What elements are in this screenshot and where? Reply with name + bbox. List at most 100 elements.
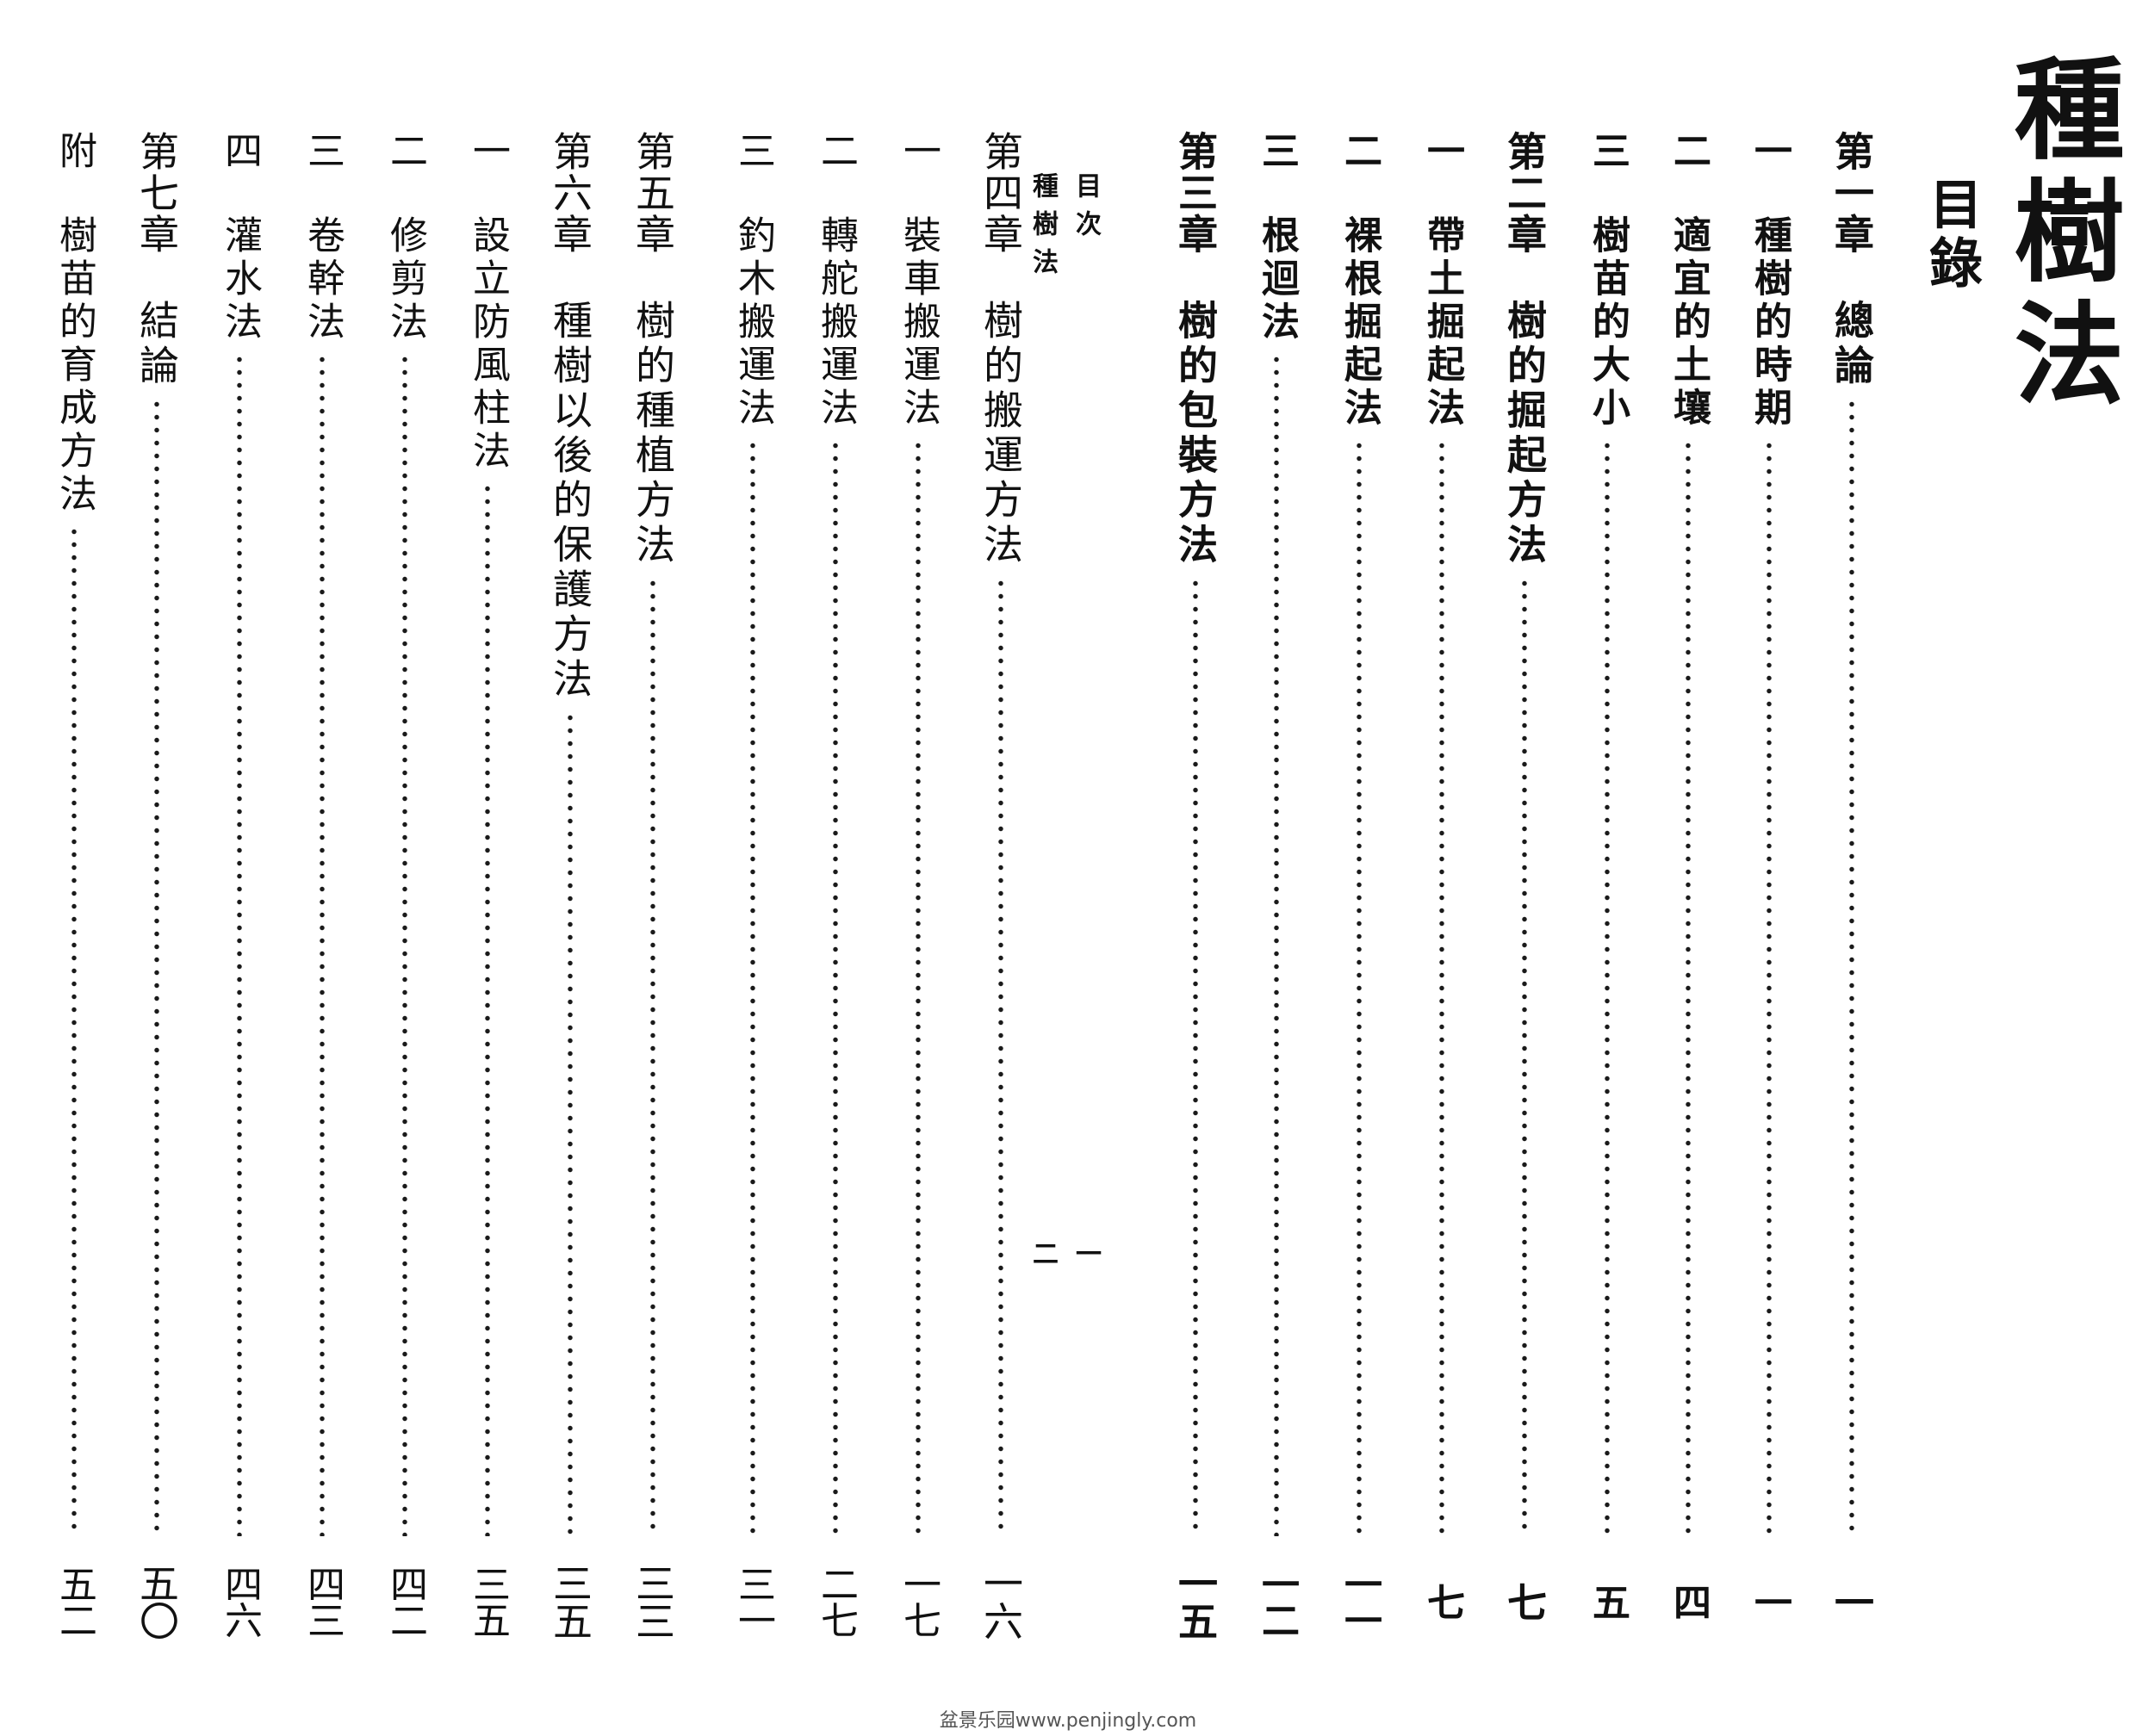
entry-title: 種樹的時期 (1748, 215, 1791, 431)
entry-page-number: 三五 (547, 1563, 593, 1639)
entry-line: 三釣木搬運法 (725, 131, 780, 1541)
entry-page-number: 一一 (1338, 1565, 1382, 1637)
entry-title: 樹的種植方法 (630, 300, 676, 568)
toc-heading: 目錄 (1920, 177, 1983, 294)
toc-entry: 第五章 樹的種植方法三三 (625, 131, 680, 1648)
entry-page-number: 一 (1748, 1583, 1791, 1619)
entry-title: 總論 (1829, 300, 1875, 389)
bleed-through-heading: 目次 (1071, 172, 1101, 248)
entry-page-number: 二七 (814, 1565, 858, 1637)
dot-leader (543, 711, 598, 1536)
entry-line: 二裸根掘起法 (1332, 131, 1387, 1541)
entry-number: 二 (383, 131, 427, 170)
entry-title: 樹的包裝方法 (1172, 300, 1219, 568)
entry-title: 轉舵搬運法 (814, 215, 858, 431)
entry-line: 第七章 結論 (129, 131, 184, 1541)
dot-leader (1742, 439, 1797, 1536)
entry-number: 附 (53, 131, 96, 170)
entry-spacer (808, 170, 863, 215)
entry-title: 根迴法 (1255, 215, 1299, 344)
entry-spacer (1824, 255, 1879, 300)
toc-entry: 三樹苗的大小五 (1580, 131, 1635, 1648)
entry-line: 附樹苗的育成方法 (47, 131, 102, 1541)
entry-page-number: 一 (1829, 1582, 1875, 1620)
toc-entry: 一裝車搬運法 一七 (891, 131, 946, 1648)
watermark: 盆景乐园www.penjingly.com (939, 1710, 1197, 1732)
entry-line: 第三章 樹的包裝方法 (1168, 131, 1223, 1541)
entry-title: 裸根掘起法 (1338, 215, 1382, 431)
entry-spacer (129, 255, 184, 300)
entry-page-number: 四三 (301, 1565, 345, 1637)
dot-leader (129, 398, 184, 1536)
dot-leader (1580, 439, 1635, 1536)
entry-number: 三 (1586, 131, 1630, 170)
entry-title: 種樹以後的保護方法 (547, 300, 593, 703)
book-title: 種樹法 (1995, 52, 2124, 418)
dot-leader (1661, 439, 1716, 1536)
entry-number: 第三章 (1172, 131, 1219, 255)
entry-page-number: 一六 (978, 1563, 1024, 1639)
entry-number: 三 (731, 131, 775, 170)
bleed-through-text: 目次 種樹法 一 二 (1016, 172, 1120, 1292)
entry-title: 樹苗的大小 (1586, 215, 1630, 431)
dot-leader (725, 439, 780, 1536)
entry-number: 一 (1420, 131, 1464, 170)
entry-spacer (1332, 170, 1387, 215)
toc-entry: 一帶土掘起法七 (1414, 131, 1469, 1648)
toc-entry: 一設立防風柱法 三五 (460, 131, 515, 1648)
entry-title: 適宜的土壤 (1667, 215, 1711, 431)
entry-number: 四 (218, 131, 262, 170)
entry-page-number: 一二 (1255, 1565, 1299, 1637)
entry-spacer (891, 170, 946, 215)
toc-entry: 二適宜的土壤四 (1661, 131, 1716, 1648)
entry-number: 一 (897, 131, 941, 170)
entry-line: 四灌水法 (212, 131, 267, 1541)
entry-number: 第七章 (134, 131, 180, 255)
entry-spacer (295, 170, 350, 215)
dot-leader (973, 577, 1028, 1536)
entry-number: 二 (1338, 131, 1382, 170)
toc-entry: 第六章 種樹以後的保護方法 三五 (543, 131, 598, 1648)
entry-number: 第一章 (1829, 131, 1875, 255)
entry-line: 第五章 樹的種植方法 (625, 131, 680, 1541)
dot-leader (808, 439, 863, 1536)
entry-line: 二轉舵搬運法 (808, 131, 863, 1541)
dot-leader (377, 353, 432, 1536)
entry-spacer (47, 170, 102, 215)
entry-line: 三根迴法 (1249, 131, 1304, 1541)
dot-leader (891, 439, 946, 1536)
entry-page-number: 四六 (218, 1565, 262, 1637)
entry-page-number: 五〇 (134, 1563, 180, 1639)
entry-line: 一種樹的時期 (1742, 131, 1797, 1541)
entry-page-number: 三三 (630, 1563, 676, 1639)
entry-line: 一設立防風柱法 (460, 131, 515, 1541)
dot-leader (625, 577, 680, 1536)
entry-title: 灌水法 (218, 215, 262, 344)
entry-number: 第四章 (978, 131, 1024, 255)
toc-entry: 第四章 樹的搬運方法 一六 (973, 131, 1028, 1648)
entry-number: 一 (466, 131, 510, 170)
bleed-through-book-title: 種樹法 (1028, 172, 1058, 286)
entry-page-number: 一七 (897, 1565, 941, 1637)
dot-leader (1332, 439, 1387, 1536)
entry-spacer (1661, 170, 1716, 215)
entry-spacer (1742, 170, 1797, 215)
dot-leader (295, 353, 350, 1536)
entry-page-number: 五 (1586, 1583, 1630, 1619)
entry-number: 二 (1667, 131, 1711, 170)
toc-entry: 第七章 結論 五〇 (129, 131, 184, 1648)
entry-number: 三 (1255, 131, 1299, 170)
entry-line: 第二章 樹的掘起方法 (1497, 131, 1552, 1541)
entry-spacer (212, 170, 267, 215)
dot-leader (1249, 353, 1304, 1536)
entry-page-number: 七 (1420, 1583, 1464, 1619)
entry-page-number: 一五 (1172, 1563, 1219, 1639)
entry-spacer (625, 255, 680, 300)
entry-number: 第二章 (1501, 131, 1548, 255)
entry-page-number: 五二 (53, 1565, 96, 1637)
dot-leader (1497, 577, 1552, 1536)
toc-entry: 一種樹的時期一 (1742, 131, 1797, 1648)
toc-entry: 第二章 樹的掘起方法七 (1497, 131, 1552, 1648)
